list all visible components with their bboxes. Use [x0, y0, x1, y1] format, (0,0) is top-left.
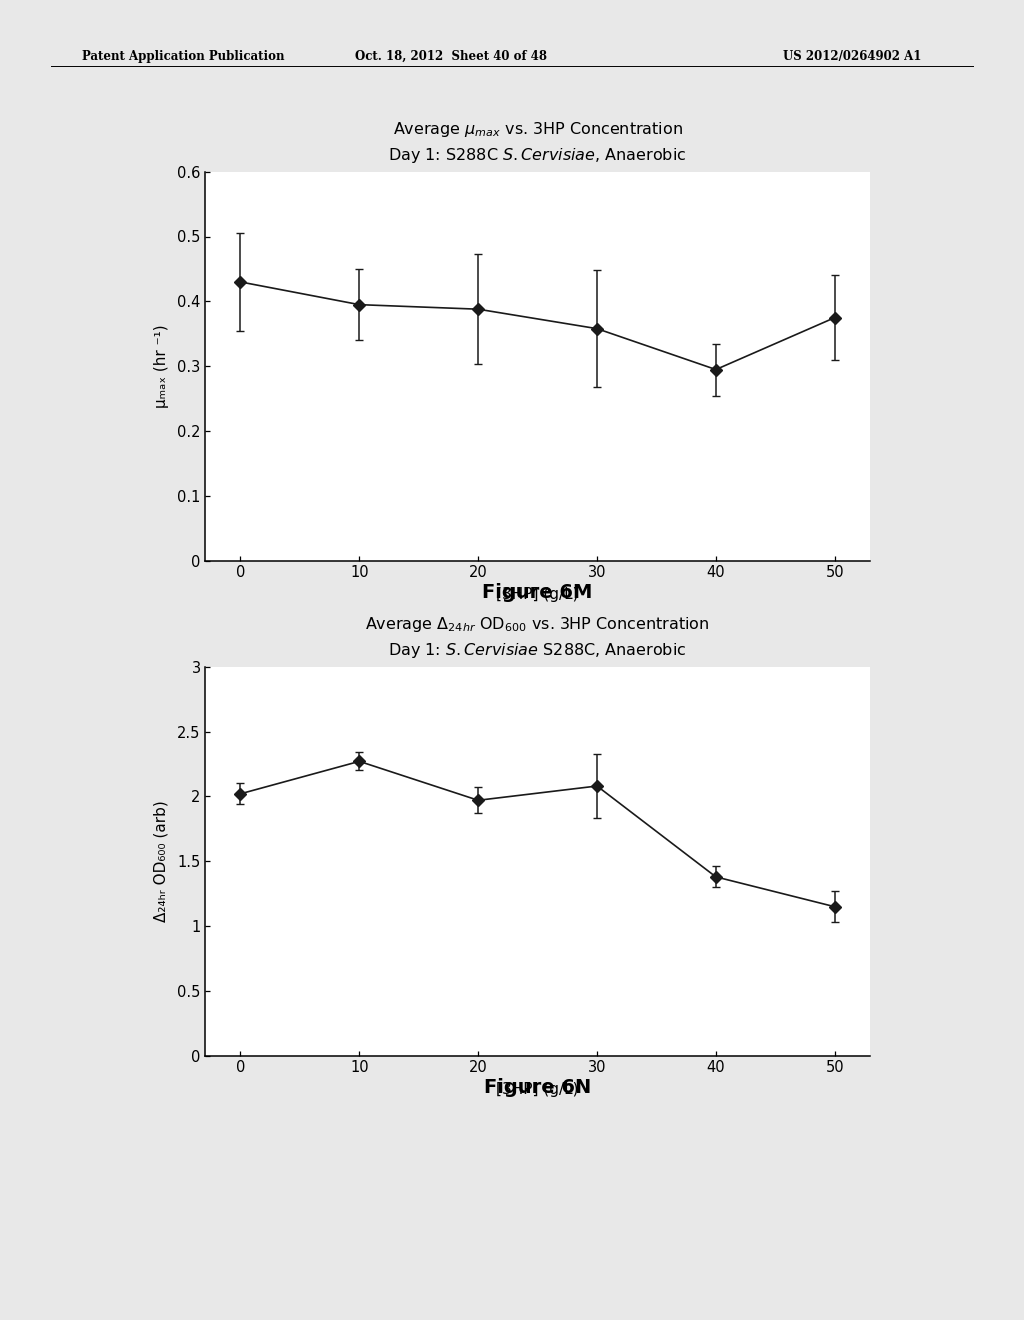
Text: Figure 6M: Figure 6M: [482, 583, 593, 602]
Text: Figure 6N: Figure 6N: [484, 1078, 591, 1097]
X-axis label: [3HP] (g/L): [3HP] (g/L): [497, 587, 579, 602]
Text: Patent Application Publication: Patent Application Publication: [82, 50, 285, 63]
X-axis label: [3HP] (g/L): [3HP] (g/L): [497, 1082, 579, 1097]
Text: Oct. 18, 2012  Sheet 40 of 48: Oct. 18, 2012 Sheet 40 of 48: [354, 50, 547, 63]
Y-axis label: μₘₐₓ (hr ⁻¹): μₘₐₓ (hr ⁻¹): [154, 325, 169, 408]
Y-axis label: Δ₂₄ₕᵣ OD₆₀₀ (arb): Δ₂₄ₕᵣ OD₆₀₀ (arb): [154, 800, 169, 923]
Title: Average $\mu_{max}$ vs. 3HP Concentration
Day 1: S288C $S. Cervisiae$, Anaerobic: Average $\mu_{max}$ vs. 3HP Concentratio…: [388, 120, 687, 165]
Title: Average $\Delta_{24hr}$ OD$_{600}$ vs. 3HP Concentration
Day 1: $S. Cervisiae$ S: Average $\Delta_{24hr}$ OD$_{600}$ vs. 3…: [366, 615, 710, 660]
Text: US 2012/0264902 A1: US 2012/0264902 A1: [783, 50, 922, 63]
